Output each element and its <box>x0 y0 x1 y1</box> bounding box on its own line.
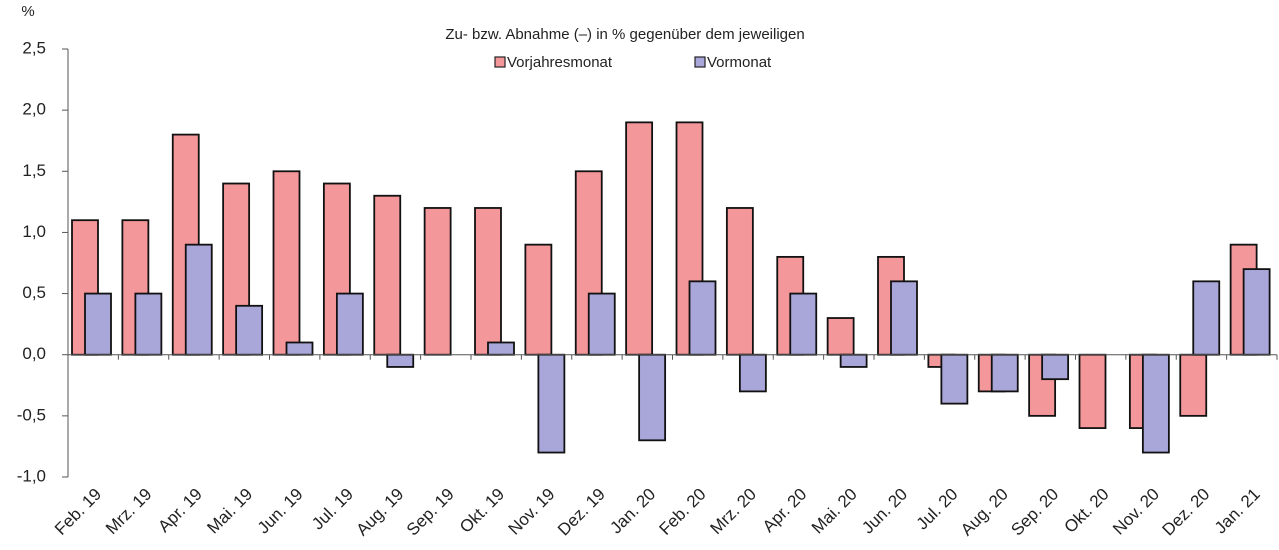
x-tick-label: Mrz. 19 <box>102 485 156 539</box>
bar <box>688 280 717 356</box>
x-tick-label: Okt. 19 <box>456 485 508 537</box>
y-tick-label: -0,5 <box>17 405 46 424</box>
bar <box>474 207 502 356</box>
bar <box>789 292 818 356</box>
legend-swatch <box>494 56 506 68</box>
bar <box>1141 353 1170 454</box>
bar <box>335 292 364 356</box>
bar <box>235 304 264 356</box>
bar <box>738 353 767 393</box>
bar <box>1242 268 1271 356</box>
y-tick-label: 2,0 <box>22 100 46 119</box>
y-tick-label: -1,0 <box>17 466 46 485</box>
bar <box>1078 353 1107 429</box>
bar <box>285 341 314 356</box>
y-tick-label: 2,5 <box>22 38 46 57</box>
x-tick-label: Feb. 19 <box>51 485 105 539</box>
bar <box>84 292 112 356</box>
bar <box>826 317 855 356</box>
x-tick-label: Mrz. 20 <box>707 485 761 539</box>
x-tick-label: Sep. 20 <box>1007 485 1062 540</box>
bar <box>487 341 515 356</box>
x-tick-label: Mai. 19 <box>203 485 256 538</box>
x-tick-label: Jul. 20 <box>913 485 962 534</box>
x-tick-label: Aug. 20 <box>957 485 1012 540</box>
x-tick-label: Feb. 20 <box>655 485 709 539</box>
bar <box>587 292 616 356</box>
bar <box>625 121 654 356</box>
x-tick-label: Mai. 20 <box>808 485 861 538</box>
chart-title: Zu- bzw. Abnahme (–) in % gegenüber dem … <box>445 26 804 43</box>
x-tick-label: Dez. 20 <box>1159 485 1214 540</box>
x-tick-label: Jan. 21 <box>1211 485 1264 538</box>
bar <box>890 280 918 356</box>
bar <box>134 292 163 356</box>
bar <box>940 353 969 405</box>
bar <box>839 353 868 368</box>
bar <box>725 207 754 356</box>
bar <box>1041 353 1070 381</box>
bar <box>423 207 452 356</box>
y-tick-label: 0,5 <box>22 283 46 302</box>
bar <box>272 170 301 356</box>
legend-swatch <box>694 56 706 68</box>
y-tick-label: 1,5 <box>22 161 46 180</box>
bar <box>638 353 667 442</box>
x-tick-label: Nov. 19 <box>505 485 559 539</box>
x-tick-label: Dez. 19 <box>554 485 609 540</box>
x-tick-label: Sep. 19 <box>403 485 458 540</box>
y-tick-label: 1,0 <box>22 222 46 241</box>
x-tick-label: Jun. 20 <box>858 485 911 538</box>
x-tick-label: Apr. 20 <box>759 485 811 537</box>
bar <box>373 194 402 356</box>
legend-label: Vorjahresmonat <box>507 54 613 71</box>
x-tick-label: Jan. 20 <box>606 485 659 538</box>
x-tick-label: Aug. 19 <box>353 485 408 540</box>
bar <box>1179 353 1208 417</box>
x-tick-label: Nov. 20 <box>1109 485 1163 539</box>
bar <box>537 353 566 454</box>
x-tick-label: Apr. 19 <box>154 485 206 537</box>
y-axis-label: % <box>21 3 34 20</box>
bar <box>1192 280 1221 356</box>
y-tick-label: 0,0 <box>22 344 46 363</box>
bar <box>386 353 415 368</box>
bar <box>990 353 1019 393</box>
legend-label: Vormonat <box>707 54 772 71</box>
bar <box>524 243 553 356</box>
x-tick-label: Jul. 19 <box>308 485 357 534</box>
x-tick-label: Jun. 19 <box>254 485 307 538</box>
x-tick-label: Okt. 20 <box>1060 485 1112 537</box>
bar <box>184 243 213 356</box>
